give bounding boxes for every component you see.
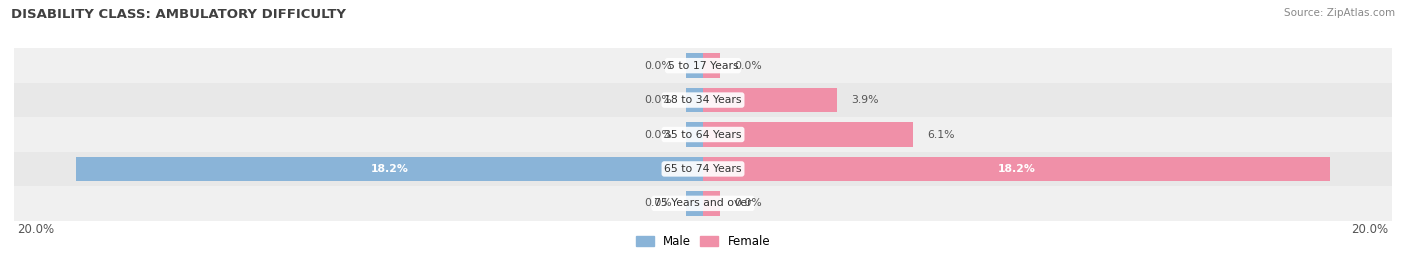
- Text: DISABILITY CLASS: AMBULATORY DIFFICULTY: DISABILITY CLASS: AMBULATORY DIFFICULTY: [11, 8, 346, 21]
- Text: 18 to 34 Years: 18 to 34 Years: [664, 95, 742, 105]
- Text: 18.2%: 18.2%: [371, 164, 409, 174]
- Bar: [14, 48, 1392, 83]
- Bar: [14, 117, 1392, 152]
- Text: 20.0%: 20.0%: [1351, 223, 1389, 236]
- Text: 5 to 17 Years: 5 to 17 Years: [668, 61, 738, 71]
- Text: 0.0%: 0.0%: [644, 95, 672, 105]
- Bar: [703, 122, 912, 147]
- Bar: [703, 88, 838, 112]
- Bar: [14, 152, 1392, 186]
- Text: 0.0%: 0.0%: [734, 198, 762, 208]
- Text: 75 Years and over: 75 Years and over: [654, 198, 752, 208]
- Text: 65 to 74 Years: 65 to 74 Years: [664, 164, 742, 174]
- Text: 3.9%: 3.9%: [851, 95, 879, 105]
- Text: 20.0%: 20.0%: [17, 223, 55, 236]
- Text: 35 to 64 Years: 35 to 64 Years: [664, 129, 742, 140]
- Bar: [686, 88, 703, 112]
- Bar: [76, 157, 703, 181]
- Text: Source: ZipAtlas.com: Source: ZipAtlas.com: [1284, 8, 1395, 18]
- Bar: [686, 53, 703, 78]
- Bar: [703, 157, 1330, 181]
- Bar: [703, 191, 720, 216]
- Bar: [686, 122, 703, 147]
- Bar: [686, 191, 703, 216]
- Text: 0.0%: 0.0%: [644, 198, 672, 208]
- Legend: Male, Female: Male, Female: [631, 230, 775, 253]
- Text: 18.2%: 18.2%: [997, 164, 1035, 174]
- Bar: [703, 53, 720, 78]
- Bar: [14, 83, 1392, 117]
- Text: 6.1%: 6.1%: [927, 129, 955, 140]
- Text: 0.0%: 0.0%: [644, 61, 672, 71]
- Text: 0.0%: 0.0%: [644, 129, 672, 140]
- Text: 0.0%: 0.0%: [734, 61, 762, 71]
- Bar: [14, 186, 1392, 221]
